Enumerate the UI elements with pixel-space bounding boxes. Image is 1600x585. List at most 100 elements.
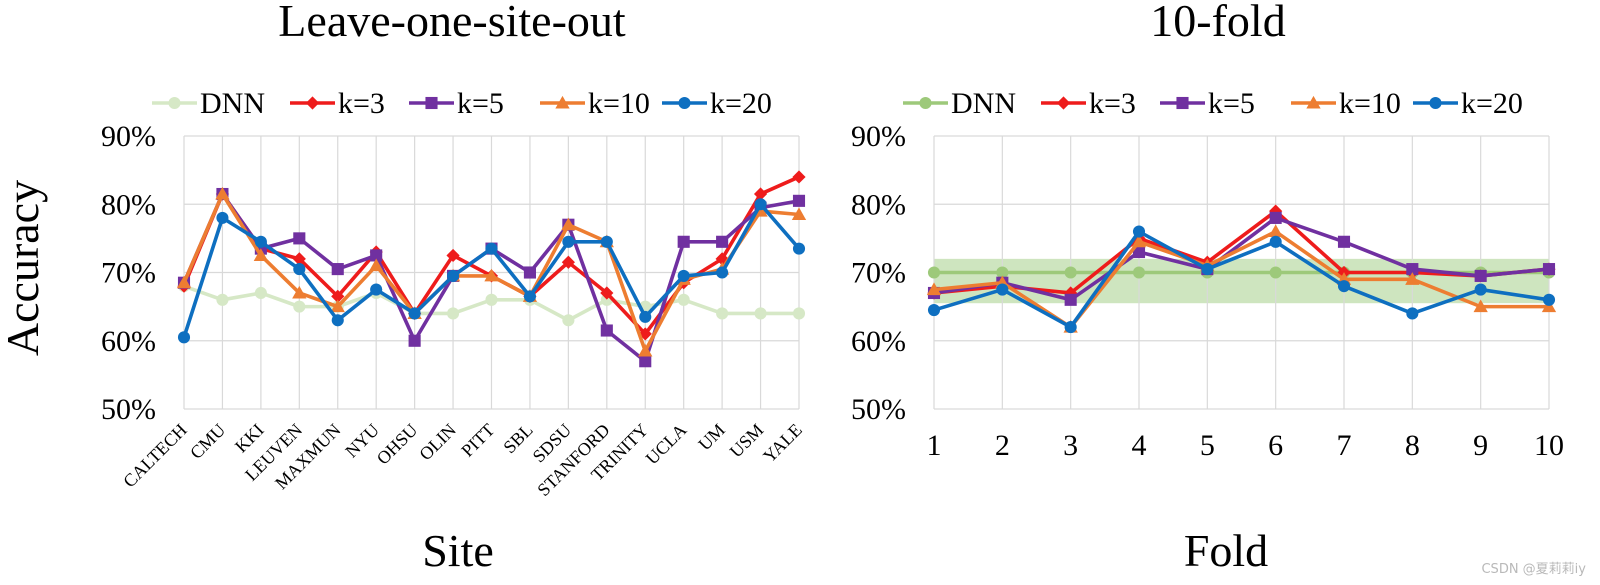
legend-swatch-marker xyxy=(919,96,932,110)
x-tick-label: 10 xyxy=(1534,429,1564,462)
y-tick-label: 50% xyxy=(101,393,156,426)
data-point xyxy=(331,314,344,327)
data-point xyxy=(408,307,421,320)
data-point xyxy=(369,258,384,272)
data-point xyxy=(1542,293,1556,306)
data-point xyxy=(716,266,729,279)
data-point xyxy=(331,263,344,276)
data-point xyxy=(1269,211,1282,224)
legend-label: k=10 xyxy=(1339,87,1401,120)
data-point xyxy=(177,331,191,344)
legend-label: k=5 xyxy=(1208,87,1255,120)
y-tick-label: 60% xyxy=(101,325,156,358)
y-axis-label: Accuracy xyxy=(0,180,48,356)
data-point xyxy=(754,307,767,320)
x-tick-label: 9 xyxy=(1473,429,1488,462)
data-point xyxy=(677,293,690,306)
legend-swatch-marker xyxy=(1056,96,1071,110)
data-point xyxy=(485,293,498,306)
data-point xyxy=(1474,269,1487,282)
data-point xyxy=(754,198,767,211)
data-point xyxy=(1132,225,1146,238)
data-point xyxy=(370,249,383,262)
legend-label: DNN xyxy=(951,87,1016,120)
series-line xyxy=(933,229,1550,329)
data-point xyxy=(715,252,729,266)
x-tick-label: OHSU xyxy=(373,420,422,469)
data-point xyxy=(1542,263,1556,276)
legend-swatch-marker xyxy=(305,96,320,110)
x-axis-label: Fold xyxy=(1184,525,1268,576)
data-point xyxy=(523,290,536,303)
legend-item-k5: k=5 xyxy=(1160,87,1255,120)
data-point xyxy=(1337,280,1351,293)
series-k20 xyxy=(177,198,806,344)
y-tick-label: 70% xyxy=(851,257,906,290)
data-point xyxy=(293,263,306,276)
legend-item-k20: k=20 xyxy=(662,87,772,120)
data-point xyxy=(792,307,806,320)
data-point xyxy=(292,285,307,299)
chart-leave-one-site-out: Leave-one-site-out Site 50% 60% 70% 80% 90% C… xyxy=(101,0,807,576)
series-line xyxy=(933,216,1550,302)
confidence-band xyxy=(934,258,1549,304)
data-point xyxy=(293,232,306,245)
data-point xyxy=(1269,266,1282,279)
legend-swatch-marker xyxy=(168,96,181,110)
legend-label: DNN xyxy=(200,87,265,120)
x-tick-label: 3 xyxy=(1063,429,1078,462)
y-tick-label: 50% xyxy=(851,393,906,426)
series-k5 xyxy=(927,211,1556,306)
x-tick-label: CALTECH xyxy=(119,420,191,492)
data-point xyxy=(1064,266,1077,279)
data-point xyxy=(716,307,729,320)
x-tick-label: 5 xyxy=(1200,429,1215,462)
data-point xyxy=(254,286,267,300)
data-point xyxy=(562,235,575,248)
data-point xyxy=(600,324,613,337)
data-point xyxy=(638,343,653,357)
data-point xyxy=(561,217,576,231)
y-tick-label: 90% xyxy=(851,120,906,153)
data-point xyxy=(1268,224,1283,238)
x-axis-label: Site xyxy=(422,525,494,576)
y-tick-label: 80% xyxy=(851,188,906,221)
data-point xyxy=(996,283,1009,296)
data-point xyxy=(447,269,460,282)
x-tick-label: 7 xyxy=(1337,429,1352,462)
legend-item-k5: k=5 xyxy=(409,87,504,120)
data-point xyxy=(1406,307,1419,320)
legend-swatch-marker xyxy=(555,95,570,109)
data-point xyxy=(215,186,230,200)
data-point xyxy=(792,170,806,184)
data-point xyxy=(600,286,614,300)
data-point xyxy=(639,355,652,368)
data-point xyxy=(926,282,942,296)
data-point xyxy=(1473,299,1488,313)
data-point xyxy=(996,266,1009,279)
x-tick-label: PITT xyxy=(457,420,498,461)
legend-item-k10: k=10 xyxy=(540,87,650,120)
data-point xyxy=(639,310,652,323)
x-tick-label: YALE xyxy=(759,420,806,467)
data-point xyxy=(753,187,768,201)
legend-item-dnn: DNN xyxy=(152,87,265,120)
legend-item-dnn: DNN xyxy=(903,87,1016,120)
legend-item-k10: k=10 xyxy=(1291,87,1401,120)
watermark: CSDN @夏莉莉iy xyxy=(1481,562,1586,577)
legend-label: k=3 xyxy=(338,87,385,120)
data-point xyxy=(1132,266,1146,279)
x-tick-label: 2 xyxy=(995,429,1010,462)
data-point xyxy=(216,293,229,306)
data-point xyxy=(446,248,460,263)
data-point xyxy=(447,307,460,320)
legend-label: k=20 xyxy=(1461,87,1523,120)
data-point xyxy=(927,266,941,279)
legend-item-k3: k=3 xyxy=(290,87,385,120)
data-point xyxy=(254,235,267,248)
y-tick-label: 70% xyxy=(101,257,156,290)
data-point xyxy=(1064,293,1077,306)
data-point xyxy=(485,242,498,255)
data-point xyxy=(792,194,806,207)
legend-swatch-marker xyxy=(1176,96,1189,110)
